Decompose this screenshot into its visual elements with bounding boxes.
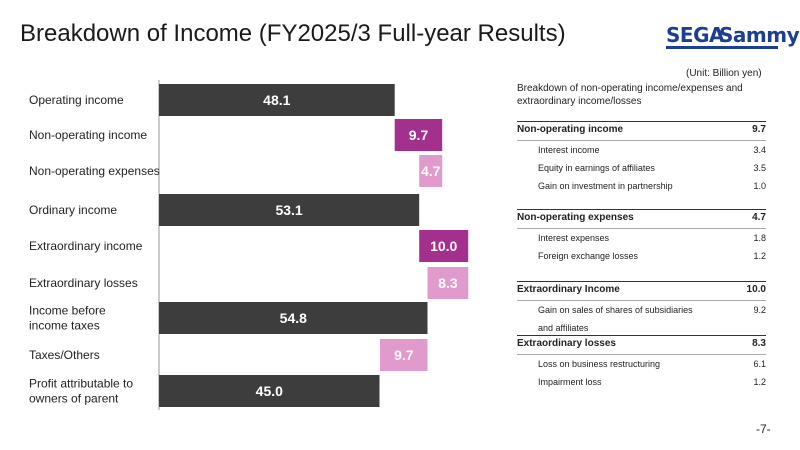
table-item-row: Impairment loss 1.2 (517, 374, 766, 390)
category-label-2: Non-operating expenses (29, 164, 160, 178)
table-item-label-line2: and affiliates (538, 323, 589, 333)
breakdown-table: Breakdown of non-operating income/expens… (517, 82, 766, 387)
bar-7 (380, 339, 428, 371)
table-item-label: Gain on sales of shares of subsidiaries (538, 305, 693, 315)
table-item-value: 3.5 (753, 163, 766, 173)
category-label-6-line1: Income before (29, 304, 106, 318)
table-group-label: Non-operating income (517, 124, 624, 135)
category-label-4: Extraordinary income (29, 239, 143, 253)
table-item-label: Interest expenses (538, 233, 610, 243)
category-label-1: Non-operating income (29, 128, 147, 142)
logo-sammy-text: Sammy (719, 23, 800, 47)
table-item-row: Loss on business restructuring 6.1 (517, 356, 766, 372)
table-item-row: Equity in earnings of affiliates 3.5 (517, 160, 766, 176)
table-divider-2 (517, 281, 766, 282)
table-group-row: Non-operating income 9.7 (517, 122, 766, 138)
bar-value-label-0: 48.1 (263, 92, 290, 108)
logo-sega-text: SEGA (666, 23, 724, 47)
table-item-label: Interest income (538, 145, 600, 155)
page-title: Breakdown of Income (FY2025/3 Full-year … (20, 20, 566, 47)
bar-6 (159, 302, 428, 334)
bar-value-label-2: 4.7 (421, 163, 441, 179)
category-label-8-line1: Profit attributable to (29, 377, 133, 391)
table-item-value: 1.2 (753, 251, 766, 261)
bar-value-label-5: 8.3 (438, 275, 458, 291)
logo-underline (666, 46, 778, 49)
table-item-row: Foreign exchange losses 1.2 (517, 248, 766, 264)
table-item-value: 1.8 (753, 233, 766, 243)
table-item-row: Interest income 3.4 (517, 142, 766, 158)
bar-value-label-1: 9.7 (409, 127, 429, 143)
table-group-value: 4.7 (752, 212, 766, 223)
bar-8 (159, 375, 380, 407)
table-item-value: 6.1 (753, 359, 766, 369)
table-divider-3 (517, 335, 766, 336)
table-group-value: 8.3 (752, 338, 766, 349)
table-group-underline-2 (517, 300, 766, 301)
table-group-row: Extraordinary losses 8.3 (517, 336, 766, 352)
table-heading-line1: Breakdown of non-operating income/expens… (517, 83, 743, 94)
table-divider-1 (517, 209, 766, 210)
unit-label: (Unit: Billion yen) (686, 68, 762, 79)
bar-3 (159, 194, 420, 226)
bar-2 (419, 155, 443, 187)
table-group-value: 9.7 (752, 124, 766, 135)
company-logo: SEGA Sammy (666, 23, 800, 49)
table-heading-line2: extraordinary income/losses (517, 96, 642, 107)
bar-value-label-4: 10.0 (430, 238, 457, 254)
table-item-label: Impairment loss (538, 377, 602, 387)
bar-value-label-7: 9.7 (394, 347, 414, 363)
table-item-label: Loss on business restructuring (538, 359, 661, 369)
table-item-row: Gain on investment in partnership 1.0 (517, 178, 766, 194)
bar-value-label-8: 45.0 (256, 383, 283, 399)
table-group-row: Extraordinary Income 10.0 (517, 282, 766, 298)
table-item-row-continued: and affiliates (517, 320, 766, 336)
bar-5 (427, 267, 469, 299)
category-label-7: Taxes/Others (29, 348, 100, 362)
table-heading: Breakdown of non-operating income/expens… (517, 82, 766, 108)
table-group-underline-1 (517, 228, 766, 229)
table-item-value: 9.2 (753, 305, 766, 315)
table-group-label: Extraordinary losses (517, 338, 616, 349)
table-group-underline-0 (517, 140, 766, 141)
table-item-label: Gain on investment in partnership (538, 181, 673, 191)
table-item-row: Gain on sales of shares of subsidiaries 9… (517, 302, 766, 318)
bar-4 (419, 230, 469, 262)
table-item-value: 3.4 (753, 145, 766, 155)
table-item-row: Interest expenses 1.8 (517, 230, 766, 246)
table-item-label: Equity in earnings of affiliates (538, 163, 655, 173)
table-group-label: Extraordinary Income (517, 284, 620, 295)
table-group-row: Non-operating expenses 4.7 (517, 210, 766, 226)
category-label-8-line2: owners of parent (29, 392, 119, 406)
category-label-6-line2: income taxes (29, 319, 100, 333)
category-label-5: Extraordinary losses (29, 276, 138, 290)
table-divider-0 (517, 121, 766, 122)
category-label-3: Ordinary income (29, 203, 117, 217)
income-waterfall-chart: 48.1 Operating income 9.7 Non-operating inc… (29, 80, 469, 410)
table-item-value: 1.0 (753, 181, 766, 191)
table-item-value: 1.2 (753, 377, 766, 387)
bar-value-label-6: 54.8 (280, 310, 307, 326)
bar-1 (394, 119, 443, 151)
page-number: -7- (756, 422, 771, 436)
bar-value-label-3: 53.1 (275, 202, 302, 218)
table-group-underline-3 (517, 354, 766, 355)
category-label-0: Operating income (29, 93, 124, 107)
bar-0 (159, 84, 395, 116)
table-group-value: 10.0 (746, 284, 766, 295)
table-item-label: Foreign exchange losses (538, 251, 639, 261)
table-group-label: Non-operating expenses (517, 212, 634, 223)
